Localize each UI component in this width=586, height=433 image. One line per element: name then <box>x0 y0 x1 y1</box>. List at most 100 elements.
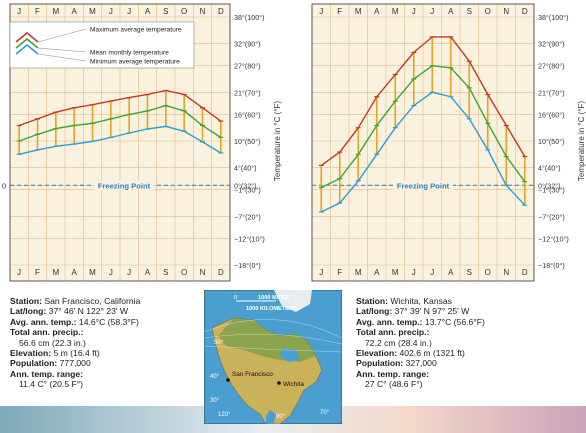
station-info-key: Elevation: <box>356 348 398 359</box>
station-info-row: 72.2 cm (28.4 in.) <box>356 338 485 348</box>
wichita-station-info: Station: Wichita, Kansas Lat/long: 37° 39… <box>356 296 485 390</box>
station-info-key: Total ann. precip.: <box>356 327 430 338</box>
legend-swatch <box>15 37 39 49</box>
san-francisco-station-info: Station: San Francisco, California Lat/lo… <box>10 296 140 390</box>
x-tick-label-top: A <box>448 7 454 16</box>
x-tick-label-top: S <box>163 7 168 16</box>
x-tick-label-top: D <box>522 7 528 16</box>
legend-leader <box>37 28 87 43</box>
wichita-climograph: 38°(100°) 32°(90°) 27°(80°) 21°(70°) 16°(60°… <box>311 3 586 282</box>
x-tick-label-top: F <box>35 7 40 16</box>
station-info-row: Avg. ann. temp.: 14.6°C (58.3°F) <box>10 317 140 327</box>
x-tick-label-top: M <box>89 7 96 16</box>
station-info-row: Ann. temp. range: <box>356 369 485 379</box>
x-tick-label-top: M <box>52 7 59 16</box>
x-tick-label-top: F <box>337 7 342 16</box>
station-info-row: Lat/long: 37° 39′ N 97° 25′ W <box>356 306 485 316</box>
station-info-value: 11.4 C° (20.5 F°) <box>19 379 84 390</box>
freezing-point-label: Freezing Point <box>98 181 151 190</box>
x-tick-label-bottom: O <box>181 268 187 277</box>
latitude-label: 40° <box>210 374 220 380</box>
x-tick-label-top: J <box>127 7 131 16</box>
station-info-row: Lat/long: 37° 46′ N 122° 23′ W <box>10 306 140 316</box>
x-tick-label-bottom: O <box>485 268 491 277</box>
x-tick-label-bottom: A <box>71 268 77 277</box>
x-tick-label-top: J <box>319 7 323 16</box>
station-info-value: 56.6 cm (22.3 in.) <box>19 337 86 348</box>
x-tick-label-bottom: D <box>522 268 528 277</box>
station-info-row: Ann. temp. range: <box>10 369 140 379</box>
x-tick-label-bottom: N <box>200 268 206 277</box>
san-francisco-label: San Francisco <box>232 371 273 378</box>
x-tick-label-bottom: N <box>503 268 509 277</box>
x-tick-label-bottom: J <box>412 268 416 277</box>
station-info-row: Station: Wichita, Kansas <box>356 296 485 306</box>
y-tick-label: −1°(30°) <box>234 186 261 195</box>
chart-legend: Maximum average temperature Mean monthly … <box>9 21 195 69</box>
station-info-value: 5 m (16.4 ft) <box>51 348 100 359</box>
station-info-key: Total ann. precip.: <box>10 327 84 338</box>
x-tick-label-top: A <box>145 7 151 16</box>
x-tick-label-top: A <box>374 7 380 16</box>
y-tick-label: 10°(50°) <box>234 137 261 146</box>
y-tick-label: 4°(40°) <box>234 164 257 173</box>
series-line <box>320 36 526 166</box>
station-info-row: Population: 327,000 <box>356 358 485 368</box>
x-tick-label-top: J <box>109 7 113 16</box>
y-tick-label: 27°(80°) <box>234 62 261 71</box>
y-tick-label: 38°(100°) <box>234 13 265 22</box>
y-tick-label: −7°(20°) <box>538 212 565 221</box>
station-info-value: 37° 46′ N 122° 23′ W <box>46 306 129 317</box>
y-tick-label: 16°(60°) <box>234 110 261 119</box>
scale-zero: 0 <box>234 295 237 301</box>
latitude-label: 30° <box>210 398 220 404</box>
station-info-value: 72.2 cm (28.4 in.) <box>365 337 432 348</box>
x-tick-label-top: M <box>355 7 362 16</box>
station-info-value: 14.6°C (58.3°F) <box>76 316 139 327</box>
y-tick-label: 4°(40°) <box>538 164 561 173</box>
hudson-bay <box>280 348 300 362</box>
freezing-label-bg <box>94 180 154 191</box>
station-info-value: San Francisco, California <box>41 296 141 306</box>
latitude-label: 50° <box>214 340 224 346</box>
legend-label: Minimum average temperature <box>90 59 180 66</box>
y-tick-label: 32°(90°) <box>538 40 565 49</box>
latitude-line <box>204 333 342 345</box>
y-tick-label: 21°(70°) <box>234 88 261 97</box>
y-tick-label: −7°(20°) <box>234 212 261 221</box>
station-info-key: Population: <box>356 358 404 369</box>
series-line <box>18 104 222 142</box>
station-info-key: Station: <box>10 296 42 306</box>
x-tick-label-top: O <box>485 7 491 16</box>
y-axis-label: Temperature in °C (°F) <box>577 101 586 182</box>
x-tick-label-bottom: M <box>89 268 96 277</box>
y-tick-label: −1°(30°) <box>538 186 565 195</box>
station-info-row: Total ann. precip.: <box>356 327 485 337</box>
freezing-label-bg <box>393 180 453 191</box>
x-tick-label-top: J <box>17 7 21 16</box>
station-info-value: 402.6 m (1321 ft) <box>397 348 465 359</box>
longitude-label: 90° <box>276 414 286 420</box>
latitude-line <box>204 319 342 339</box>
series-line <box>320 64 526 189</box>
y-tick-label: 0°(32°) <box>538 181 561 190</box>
y-axis-label: Temperature in °C (°F) <box>273 101 282 182</box>
x-tick-label-top: D <box>218 7 224 16</box>
station-info-value: 327,000 <box>403 358 437 369</box>
x-tick-label-top: N <box>200 7 206 16</box>
legend-label: Maximum average temperature <box>90 27 182 34</box>
station-info-row: 11.4 C° (20.5 F°) <box>10 379 140 389</box>
station-info-row: 56.6 cm (22.3 in.) <box>10 338 140 348</box>
x-tick-label-bottom: J <box>319 268 323 277</box>
station-info-row: Avg. ann. temp.: 13.7°C (56.6°F) <box>356 317 485 327</box>
station-info-row: Population: 777,000 <box>10 358 140 368</box>
station-info-key: Lat/long: <box>356 306 393 317</box>
y-tick-label: 21°(70°) <box>538 88 565 97</box>
y-tick-label: −12°(10°) <box>538 234 569 243</box>
x-tick-label-bottom: J <box>127 268 131 277</box>
series-line <box>320 91 526 213</box>
x-tick-label-bottom: A <box>145 268 151 277</box>
legend-leader <box>37 53 87 62</box>
station-info-key: Population: <box>10 358 58 369</box>
station-info-key: Ann. temp. range: <box>10 368 84 379</box>
